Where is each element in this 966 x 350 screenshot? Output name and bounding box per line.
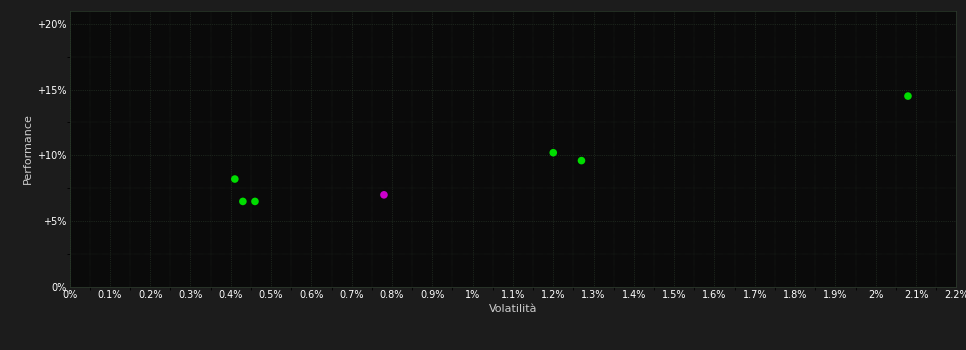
Point [574,158,589,163]
Point [235,198,250,204]
Point [900,93,916,99]
Point [546,150,561,155]
Point [376,192,391,198]
Y-axis label: Performance: Performance [23,113,33,184]
X-axis label: Volatilità: Volatilità [489,304,537,314]
Point [247,198,263,204]
Point [227,176,242,182]
